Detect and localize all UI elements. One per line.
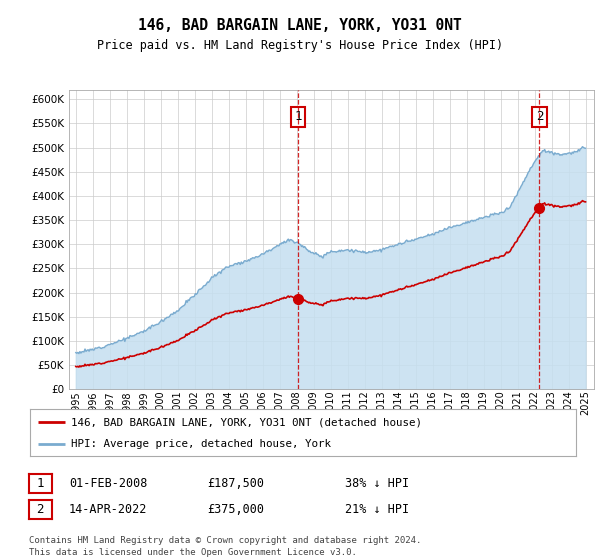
Text: Price paid vs. HM Land Registry's House Price Index (HPI): Price paid vs. HM Land Registry's House …: [97, 39, 503, 53]
Text: Contains HM Land Registry data © Crown copyright and database right 2024.: Contains HM Land Registry data © Crown c…: [29, 536, 421, 545]
Text: 2: 2: [536, 110, 543, 123]
Text: HPI: Average price, detached house, York: HPI: Average price, detached house, York: [71, 439, 331, 449]
Text: 146, BAD BARGAIN LANE, YORK, YO31 0NT: 146, BAD BARGAIN LANE, YORK, YO31 0NT: [138, 18, 462, 32]
Text: 1: 1: [295, 110, 302, 123]
Text: 1: 1: [37, 477, 44, 490]
Text: 14-APR-2022: 14-APR-2022: [69, 503, 148, 516]
Text: £187,500: £187,500: [207, 477, 264, 490]
Text: 01-FEB-2008: 01-FEB-2008: [69, 477, 148, 490]
Text: 2: 2: [37, 503, 44, 516]
Text: 146, BAD BARGAIN LANE, YORK, YO31 0NT (detached house): 146, BAD BARGAIN LANE, YORK, YO31 0NT (d…: [71, 417, 422, 427]
Text: 21% ↓ HPI: 21% ↓ HPI: [345, 503, 409, 516]
Text: This data is licensed under the Open Government Licence v3.0.: This data is licensed under the Open Gov…: [29, 548, 356, 557]
Text: £375,000: £375,000: [207, 503, 264, 516]
Text: 38% ↓ HPI: 38% ↓ HPI: [345, 477, 409, 490]
